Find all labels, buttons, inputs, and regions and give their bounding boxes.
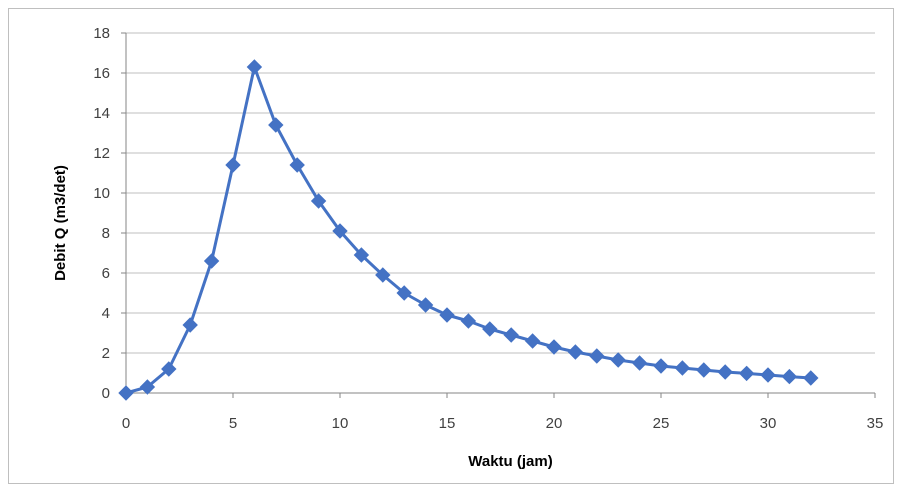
data-point-marker	[738, 365, 755, 382]
x-tick-label: 10	[332, 415, 349, 432]
x-tick-label: 5	[229, 415, 237, 432]
axes	[121, 32, 876, 398]
data-point-marker	[289, 157, 305, 173]
data-point-marker	[482, 321, 498, 337]
data-point-marker	[268, 117, 284, 133]
data-point-marker	[781, 368, 798, 385]
data-point-marker	[203, 253, 220, 269]
y-tick-label: 16	[93, 65, 110, 82]
data-point-marker	[567, 344, 584, 360]
data-point-marker	[524, 333, 541, 349]
series-line	[125, 65, 811, 395]
y-tick-label: 4	[102, 305, 110, 322]
chart-frame	[8, 8, 894, 484]
y-tick-label: 6	[102, 265, 110, 282]
y-axis-title: Debit Q (m3/det)	[52, 165, 69, 281]
data-point-marker	[417, 297, 434, 313]
data-point-marker	[546, 339, 562, 355]
series-line-path	[125, 65, 811, 395]
y-tick-label: 12	[93, 145, 110, 162]
data-point-marker	[246, 59, 263, 75]
y-tick-label: 14	[93, 105, 110, 122]
x-tick-label: 15	[439, 415, 456, 432]
data-point-marker	[717, 364, 733, 380]
data-point-marker	[182, 317, 198, 333]
data-point-marker	[803, 370, 819, 386]
data-point-marker	[674, 360, 691, 376]
series-markers	[118, 59, 819, 401]
y-tick-label: 0	[102, 385, 110, 402]
data-point-marker	[760, 367, 776, 383]
y-tick-label: 8	[102, 225, 110, 242]
data-point-marker	[631, 355, 648, 371]
y-tick-label: 2	[102, 345, 110, 362]
data-point-marker	[610, 352, 626, 368]
x-tick-labels: 0 5 10 15 20 25 30 35	[122, 415, 884, 432]
data-point-marker	[139, 379, 156, 395]
data-point-marker	[375, 267, 391, 283]
data-point-marker	[653, 358, 669, 374]
gridlines	[126, 32, 875, 354]
data-point-marker	[161, 361, 177, 377]
data-point-marker	[353, 247, 370, 263]
x-tick-label: 20	[546, 415, 563, 432]
data-point-marker	[225, 157, 241, 173]
x-tick-label: 35	[867, 415, 884, 432]
y-tick-labels: 0 2 4 6 8 10 12 14 16 18	[93, 25, 110, 402]
y-tick-label: 18	[93, 25, 110, 42]
x-tick-label: 0	[122, 415, 130, 432]
data-point-marker	[396, 285, 412, 301]
data-point-marker	[589, 348, 605, 364]
data-point-marker	[439, 307, 455, 323]
x-tick-label: 30	[760, 415, 777, 432]
data-point-marker	[332, 223, 348, 239]
data-point-marker	[118, 385, 134, 401]
y-tick-label: 10	[93, 185, 110, 202]
data-point-marker	[503, 327, 519, 343]
data-point-marker	[460, 313, 477, 329]
x-tick-label: 25	[653, 415, 670, 432]
x-axis-title: Waktu (jam)	[468, 453, 552, 470]
data-point-marker	[310, 193, 327, 209]
data-point-marker	[696, 362, 712, 378]
